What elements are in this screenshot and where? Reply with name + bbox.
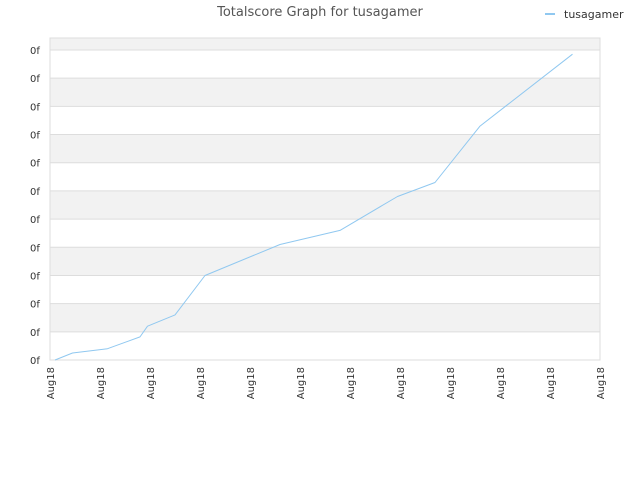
legend: tusagamer <box>545 8 624 21</box>
chart-title: Totalscore Graph for tusagamer <box>216 5 423 20</box>
x-tick-label: Aug18 <box>196 367 207 399</box>
y-axis-ticks: 0f 0f 0f 0f 0f 0f 0f 0f 0f 0f 0f 0f <box>30 46 40 367</box>
plot-band <box>50 190 600 220</box>
series-group <box>54 53 573 361</box>
y-tick-label: 0f <box>30 271 40 282</box>
y-tick-label: 0f <box>30 356 40 367</box>
x-tick-label: Aug18 <box>446 367 457 399</box>
y-tick-label: 0f <box>30 328 40 339</box>
x-tick-label: Aug18 <box>96 367 107 399</box>
series-line <box>54 53 573 361</box>
plot-bands <box>50 38 600 332</box>
plot-band <box>50 78 600 107</box>
x-tick-label: Aug18 <box>246 367 257 399</box>
y-tick-label: 0f <box>30 187 40 198</box>
y-tick-label: 0f <box>30 243 40 254</box>
y-tick-label: 0f <box>30 131 40 142</box>
x-tick-label: Aug18 <box>546 367 557 399</box>
y-tick-label: 0f <box>30 215 40 226</box>
plot-band <box>50 134 600 163</box>
x-tick-label: Aug18 <box>46 367 57 399</box>
plot-band <box>50 303 600 332</box>
x-tick-label: Aug18 <box>396 367 407 399</box>
x-axis-ticks: Aug18 Aug18 Aug18 Aug18 Aug18 Aug18 Aug18 Aug18… <box>46 367 607 399</box>
y-tick-label: 0f <box>30 159 40 170</box>
x-tick-label: Aug18 <box>346 367 357 399</box>
y-tick-label: 0f <box>30 74 40 85</box>
x-tick-label: Aug18 <box>496 367 507 399</box>
plot-band <box>50 247 600 276</box>
x-tick-label: Aug18 <box>296 367 307 399</box>
plot-band <box>50 38 600 50</box>
legend-label: tusagamer <box>564 8 624 21</box>
plot-border <box>49 37 601 361</box>
y-tick-label: 0f <box>30 102 40 113</box>
x-tick-label: Aug18 <box>146 367 157 399</box>
x-tick-label: Aug18 <box>596 367 607 399</box>
y-tick-label: 0f <box>30 300 40 311</box>
y-tick-label: 0f <box>30 46 40 57</box>
gridlines <box>50 49 600 361</box>
